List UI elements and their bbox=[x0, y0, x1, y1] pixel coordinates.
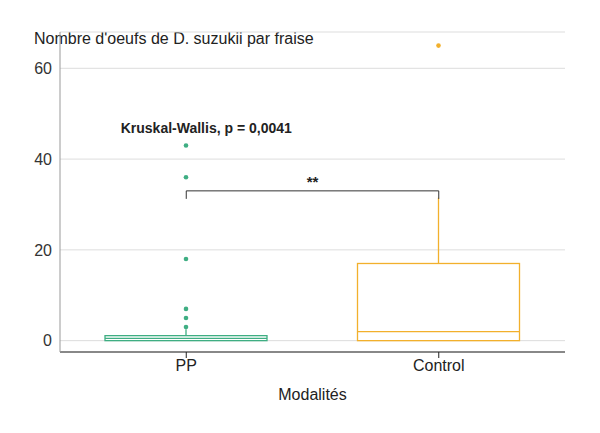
svg-text:20: 20 bbox=[34, 242, 52, 259]
svg-text:**: ** bbox=[307, 173, 319, 190]
svg-text:PP: PP bbox=[176, 357, 197, 374]
svg-text:0: 0 bbox=[43, 332, 52, 349]
svg-text:60: 60 bbox=[34, 60, 52, 77]
html-text:Nombre d'oeufs de D. suzukii p: Nombre d'oeufs de D. suzukii par fraise bbox=[34, 30, 314, 47]
svg-text:Kruskal-Wallis, p = 0,0041: Kruskal-Wallis, p = 0,0041 bbox=[121, 120, 292, 136]
svg-text:Modalités: Modalités bbox=[278, 386, 346, 403]
svg-text:Control: Control bbox=[413, 357, 465, 374]
svg-text:40: 40 bbox=[34, 151, 52, 168]
